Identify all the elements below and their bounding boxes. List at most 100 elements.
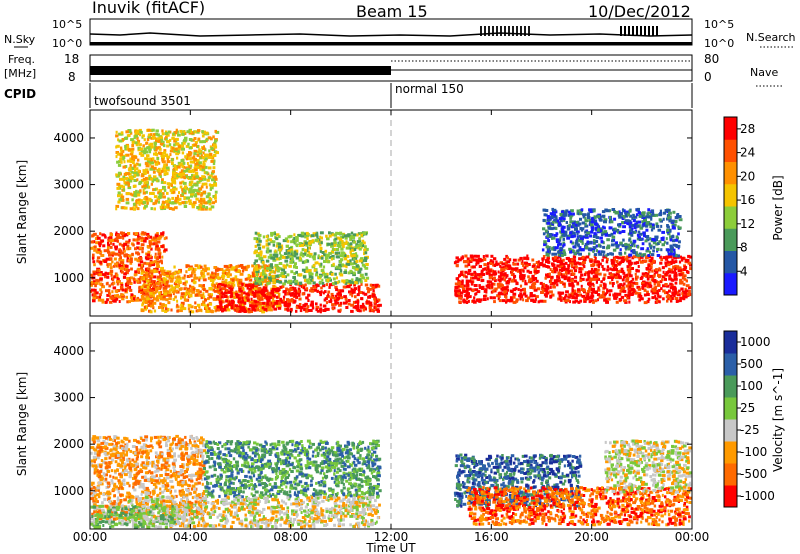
scatter-cell: [306, 280, 310, 284]
scatter-cell: [660, 248, 663, 252]
scatter-cell: [229, 291, 233, 294]
scatter-cell: [640, 253, 644, 257]
scatter-cell: [624, 300, 628, 304]
scatter-cell: [528, 270, 533, 274]
scatter-cell: [347, 243, 351, 247]
scatter-cell: [336, 255, 340, 259]
scatter-cell: [98, 273, 102, 277]
scatter-cell: [592, 239, 596, 243]
scatter-cell: [465, 279, 469, 283]
scatter-cell: [557, 243, 560, 247]
scatter-cell: [664, 272, 668, 276]
scatter-cell: [583, 256, 587, 260]
scatter-cell: [603, 286, 606, 290]
scatter-cell: [519, 284, 523, 288]
scatter-cell: [153, 301, 157, 305]
scatter-cell: [652, 279, 656, 283]
scatter-cell: [289, 260, 294, 264]
scatter-cell: [669, 282, 673, 286]
scatter-cell: [90, 280, 94, 284]
scatter-cell: [677, 246, 680, 250]
scatter-cell: [127, 134, 131, 137]
scatter-cell: [684, 289, 689, 293]
scatter-cell: [182, 282, 186, 286]
scatter-cell: [161, 167, 164, 171]
scatter-cell: [106, 275, 110, 279]
scatter-cell: [541, 257, 545, 261]
scatter-cell: [214, 268, 218, 272]
scatter-cell: [300, 234, 305, 238]
scatter-cell: [129, 276, 134, 280]
scatter-cell: [320, 269, 325, 273]
scatter-cell: [166, 160, 171, 164]
scatter-cell: [211, 279, 215, 283]
scatter-cell: [131, 158, 136, 162]
scatter-cell: [164, 310, 168, 313]
scatter-cell: [468, 295, 472, 299]
scatter-cell: [583, 297, 586, 301]
scatter-cell: [105, 257, 110, 261]
scatter-cell: [614, 263, 618, 267]
scatter-cell: [686, 292, 691, 296]
scatter-cell: [179, 185, 183, 189]
scatter-cell: [359, 267, 363, 271]
scatter-cell: [650, 289, 655, 293]
scatter-cell: [578, 257, 582, 261]
scatter-cell: [553, 266, 557, 270]
scatter-cell: [174, 206, 178, 210]
scatter-cell: [154, 269, 159, 273]
scatter-cell: [213, 306, 218, 309]
scatter-cell: [137, 146, 141, 150]
scatter-cell: [213, 183, 217, 187]
scatter-cell: [147, 146, 151, 150]
scatter-cell: [90, 283, 94, 287]
scatter-cell: [161, 255, 164, 259]
scatter-cell: [550, 215, 555, 219]
scatter-cell: [173, 178, 176, 182]
scatter-cell: [665, 255, 669, 259]
scatter-cell: [666, 228, 670, 232]
scatter-cell: [199, 156, 203, 160]
scatter-cell: [166, 158, 169, 162]
scatter-cell: [623, 282, 626, 286]
scatter-cell: [361, 239, 365, 243]
scatter-cell: [308, 281, 312, 285]
scatter-cell: [335, 231, 339, 235]
scatter-cell: [622, 209, 626, 213]
scatter-cell: [512, 295, 516, 299]
scatter-cell: [355, 277, 359, 281]
scatter-cell: [531, 264, 536, 268]
scatter-cell: [638, 252, 642, 256]
scatter-cell: [202, 300, 205, 304]
scatter-cell: [672, 248, 676, 252]
scatter-cell: [670, 299, 673, 303]
scatter-cell: [201, 134, 205, 138]
scatter-cell: [223, 284, 227, 288]
scatter-cell: [122, 264, 125, 267]
scatter-cell: [158, 190, 162, 194]
scatter-cell: [167, 185, 171, 189]
scatter-cell: [243, 295, 247, 299]
scatter-cell: [152, 293, 155, 297]
scatter-cell: [205, 306, 208, 310]
scatter-cell: [126, 280, 129, 284]
scatter-cell: [677, 215, 682, 218]
scatter-cell: [521, 274, 526, 278]
scatter-cell: [153, 148, 158, 152]
scatter-cell: [325, 234, 328, 238]
scatter-cell: [195, 309, 199, 313]
scatter-cell: [674, 277, 678, 281]
scatter-cell: [637, 236, 641, 240]
scatter-cell: [99, 277, 103, 281]
scatter-cell: [552, 270, 557, 274]
scatter-cell: [352, 271, 356, 275]
scatter-cell: [188, 190, 192, 194]
scatter-cell: [634, 272, 637, 276]
scatter-cell: [362, 258, 365, 262]
scatter-cell: [212, 288, 215, 292]
scatter-cell: [561, 273, 565, 277]
scatter-cell: [359, 291, 363, 294]
scatter-cell: [556, 260, 561, 264]
scatter-cell: [298, 283, 303, 287]
scatter-cell: [624, 242, 628, 246]
